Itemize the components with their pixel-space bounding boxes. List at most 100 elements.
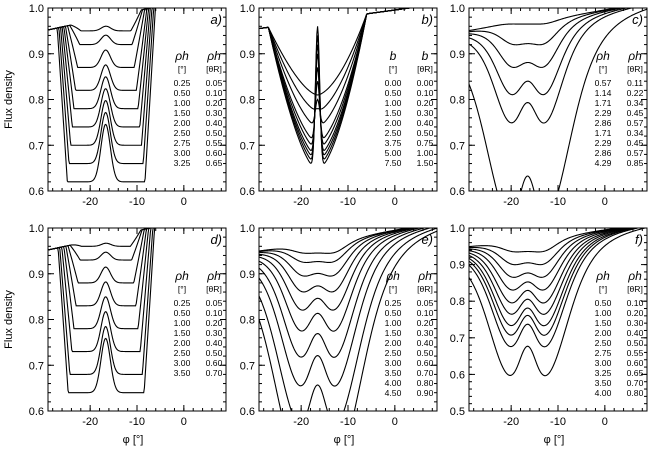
y-tick-label: 0.6	[240, 186, 255, 198]
x-tick-label: -20	[82, 196, 98, 208]
table-col1-unit: [°]	[178, 284, 186, 294]
table-cell: 4.29	[595, 158, 612, 168]
table-cell: 1.50	[417, 158, 434, 168]
series-line-1.50	[48, 228, 153, 307]
x-tick-label: -20	[293, 416, 309, 428]
table-cell: 0.00	[385, 78, 402, 88]
table-cell: 0.70	[627, 378, 644, 388]
table-cell: 3.50	[174, 368, 191, 378]
table-cell: 0.05	[417, 298, 434, 308]
table-col1-head: ρh	[595, 269, 610, 283]
y-tick-label: 0.8	[29, 95, 44, 107]
chart-panel-3: 0.60.70.80.91.0-20 -10 0c)ρh ρh[°] [θR]0.57 0…	[450, 3, 648, 208]
y-tick-label: 0.7	[240, 140, 255, 152]
table-cell: 3.00	[174, 148, 191, 158]
x-tick-label: -10	[340, 416, 356, 428]
table-cell: 1.71	[595, 98, 612, 108]
series-line-3.00	[259, 228, 427, 358]
series-line-2.50	[259, 228, 422, 332]
table-cell: 0.85	[627, 158, 644, 168]
table-cell: 2.00	[385, 118, 402, 128]
table-cell: 3.00	[385, 358, 402, 368]
table-cell: 3.25	[174, 158, 191, 168]
series-line-2.86	[469, 8, 634, 124]
y-tick-label: 0.9	[240, 269, 255, 281]
table-cell: 4.00	[595, 388, 612, 398]
series-line-2.29	[469, 8, 630, 96]
series-line-3.50	[259, 228, 432, 387]
y-tick-label: 0.6	[450, 186, 465, 198]
series-line-0.50	[48, 228, 153, 261]
y-tick-label: 1.0	[29, 3, 44, 15]
x-axis-label: φ [°]	[123, 434, 144, 446]
table-col2-unit: [θR]	[206, 64, 222, 74]
panel-tag: a)	[210, 12, 222, 27]
table-cell: 0.57	[627, 148, 644, 158]
table-cell: 0.70	[417, 368, 434, 378]
table-cell: 2.75	[595, 348, 612, 358]
table-col1-unit: [°]	[389, 284, 397, 294]
table-cell: 0.40	[417, 338, 434, 348]
table-cell: 0.45	[627, 108, 644, 118]
plot-frame	[468, 7, 648, 192]
table-cell: 0.10	[206, 308, 223, 318]
table-cell: 1.50	[385, 328, 402, 338]
series-line-0.50	[259, 8, 414, 160]
legend-table: ρh ρh[°] [θR]0.25 0.050.50 0.101.00 0.201.50 0…	[385, 269, 434, 398]
table-col1-head: ρh	[174, 49, 189, 63]
table-cell: 0.30	[206, 328, 223, 338]
table-col2-unit: [θR]	[627, 284, 643, 294]
series-line-3.00	[48, 8, 155, 165]
y-tick-label: 0.6	[450, 369, 465, 381]
plot-frame	[47, 227, 227, 412]
x-axis-label: φ [°]	[334, 434, 355, 446]
x-tick-label: -20	[503, 416, 519, 428]
x-tick-label: -10	[550, 416, 566, 428]
y-tick-label: 1.0	[29, 223, 44, 235]
y-tick-label: 0.8	[240, 95, 255, 107]
series-line-2.75	[469, 228, 634, 315]
series-group	[48, 228, 156, 394]
table-cell: 1.50	[595, 318, 612, 328]
table-cell: 3.50	[385, 368, 402, 378]
table-cell: 1.00	[417, 148, 434, 158]
y-tick-label: 1.0	[450, 223, 465, 235]
series-line-4.00	[259, 228, 437, 411]
x-tick-label: -20	[503, 196, 519, 208]
table-cell: 2.50	[174, 348, 191, 358]
x-tick-label: -10	[129, 416, 145, 428]
table-cell: 0.50	[417, 128, 434, 138]
series-line-0.50	[48, 8, 153, 46]
series-line-4.50	[259, 230, 437, 411]
y-tick-label: 0.7	[29, 140, 44, 152]
y-axis-label: Flux density	[3, 290, 15, 349]
table-col1-head: b	[390, 49, 397, 63]
table-cell: 0.34	[627, 128, 644, 138]
series-line-1.00	[259, 8, 414, 156]
table-cell: 0.30	[206, 108, 223, 118]
table-cell: 0.70	[206, 368, 223, 378]
table-cell: 4.50	[385, 388, 402, 398]
series-line-3.25	[48, 8, 157, 183]
table-cell: 1.50	[385, 108, 402, 118]
table-cell: 0.00	[417, 78, 434, 88]
x-tick-label: 0	[392, 416, 398, 428]
y-tick-label: 1.0	[240, 223, 255, 235]
table-cell: 0.75	[417, 138, 434, 148]
x-tick-label: -10	[550, 196, 566, 208]
table-cell: 0.10	[206, 88, 223, 98]
x-axis-label: φ [°]	[544, 434, 565, 446]
x-tick-label: -20	[293, 196, 309, 208]
table-cell: 0.60	[206, 148, 223, 158]
table-cell: 2.29	[595, 108, 612, 118]
chart-panel-4: 0.6 0.7 0.8 0.9 1.0 -20 -10 0 d) Flux density φ [°…	[3, 223, 227, 446]
table-cell: 4.00	[385, 378, 402, 388]
y-tick-label: 0.7	[450, 140, 465, 152]
series-line-0.25	[48, 228, 153, 251]
legend-table: ρh ρh[°] [θR]0.57 0.111.14 0.221.71 0.342.29 0…	[595, 49, 644, 168]
series-line-1.50	[48, 8, 153, 91]
table-cell: 0.25	[385, 298, 402, 308]
table-cell: 0.40	[627, 328, 644, 338]
table-cell: 1.00	[385, 318, 402, 328]
y-tick-label: 0.7	[29, 360, 44, 372]
